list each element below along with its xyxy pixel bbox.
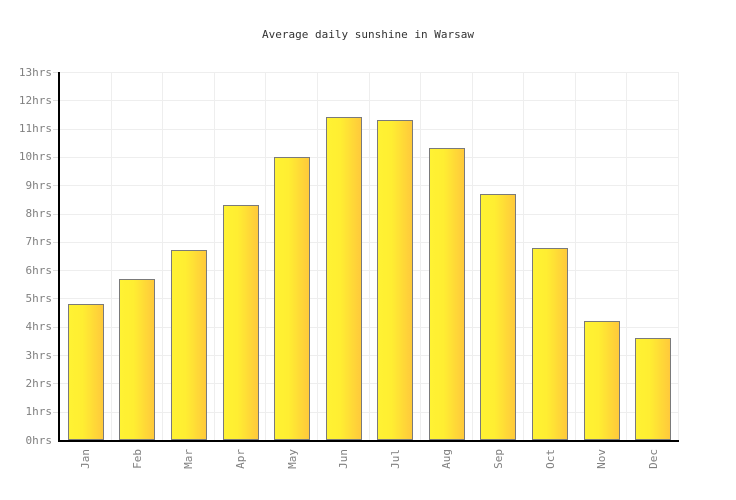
x-axis-label-jun: Jun <box>337 449 351 469</box>
bar-jul <box>377 120 414 440</box>
gridline-horizontal <box>60 411 679 413</box>
gridline-vertical <box>213 72 215 440</box>
bar-aug <box>428 148 465 440</box>
y-axis-label: 12hrs <box>18 93 52 107</box>
gridline-horizontal <box>60 326 679 328</box>
y-axis-tick <box>53 72 58 73</box>
y-axis-label: 7hrs <box>25 235 53 249</box>
gridline-vertical <box>110 72 112 440</box>
x-axis-label-mar: Mar <box>182 449 196 469</box>
y-axis-label: 11hrs <box>18 122 52 136</box>
bar-nov <box>583 321 620 440</box>
bar-dec <box>635 338 672 440</box>
gridline-horizontal <box>60 100 679 102</box>
x-axis-label-aug: Aug <box>440 449 454 469</box>
bar-oct <box>532 247 569 440</box>
gridline-vertical <box>368 72 370 440</box>
x-axis-label-oct: Oct <box>543 449 557 469</box>
gridline-horizontal <box>60 72 679 73</box>
y-axis-label: 0hrs <box>25 433 53 447</box>
gridline-horizontal <box>60 298 679 300</box>
gridline-horizontal <box>60 383 679 385</box>
x-axis-label-jul: Jul <box>388 449 402 469</box>
gridline-horizontal <box>60 156 679 158</box>
y-axis-tick <box>53 270 58 272</box>
gridline-vertical <box>162 72 164 440</box>
x-axis-label-feb: Feb <box>130 449 144 469</box>
bar-mar <box>170 250 207 440</box>
y-axis-label: 2hrs <box>25 376 53 390</box>
y-axis-label: 4hrs <box>25 320 53 334</box>
y-axis-tick <box>53 128 58 130</box>
gridline-vertical <box>574 72 576 440</box>
gridline-vertical <box>420 72 422 440</box>
y-axis-label: 9hrs <box>25 178 53 192</box>
gridline-horizontal <box>60 128 679 130</box>
x-axis-label-sep: Sep <box>491 449 505 469</box>
y-axis-label: 6hrs <box>25 263 53 277</box>
y-axis-tick <box>53 298 58 300</box>
bar-feb <box>119 278 156 440</box>
bar-may <box>274 156 311 440</box>
gridline-horizontal <box>60 355 679 357</box>
y-axis-label: 3hrs <box>25 348 53 362</box>
gridline-vertical <box>471 72 473 440</box>
y-axis-label: 8hrs <box>25 207 53 221</box>
y-axis-label: 5hrs <box>25 291 53 305</box>
x-axis-label-nov: Nov <box>595 449 609 469</box>
x-axis-label-apr: Apr <box>234 449 248 469</box>
bar-sep <box>480 193 517 440</box>
gridline-horizontal <box>60 270 679 272</box>
y-axis-label: 10hrs <box>18 150 52 164</box>
y-axis-label: 13hrs <box>18 65 52 79</box>
gridline-vertical <box>678 72 679 440</box>
x-axis-label-dec: Dec <box>646 449 660 469</box>
x-axis-label-may: May <box>285 449 299 469</box>
gridline-vertical <box>626 72 628 440</box>
x-axis-label-jan: Jan <box>79 449 93 469</box>
y-axis-tick <box>53 326 58 328</box>
chart-title: Average daily sunshine in Warsaw <box>262 28 474 41</box>
y-axis-tick <box>53 100 58 102</box>
plot-area <box>58 72 679 442</box>
gridline-vertical <box>523 72 525 440</box>
bar-jun <box>325 117 362 440</box>
y-axis-tick <box>53 213 58 215</box>
y-axis-label: 1hrs <box>25 405 53 419</box>
y-axis-tick <box>53 411 58 413</box>
bar-jan <box>67 304 104 440</box>
y-axis-tick <box>53 185 58 187</box>
gridline-vertical <box>316 72 318 440</box>
y-axis-tick <box>53 383 58 385</box>
gridline-horizontal <box>60 185 679 187</box>
y-axis-tick <box>53 355 58 357</box>
gridline-horizontal <box>60 241 679 243</box>
bar-apr <box>222 205 259 440</box>
y-axis-tick <box>53 156 58 158</box>
y-axis-tick <box>53 241 58 243</box>
gridline-vertical <box>265 72 267 440</box>
gridline-horizontal <box>60 213 679 215</box>
